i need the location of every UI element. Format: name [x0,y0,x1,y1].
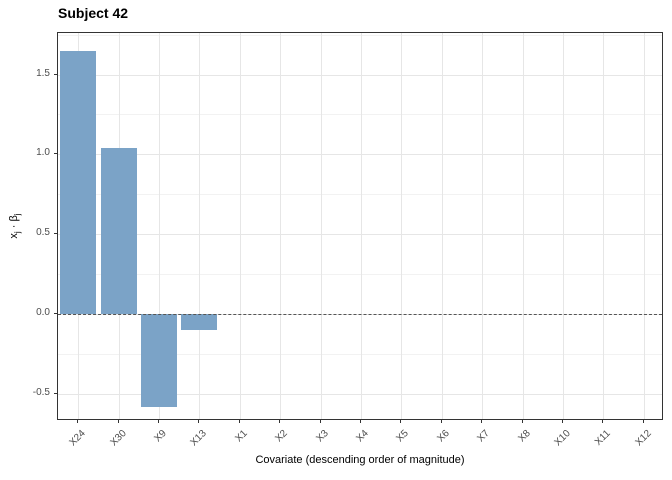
x-tick-label: X30 [108,428,129,449]
x-tick-label: X8 [515,428,533,445]
gridline-vertical [159,33,160,419]
gridline-major [58,154,662,156]
y-axis-title-part: j [13,213,22,216]
x-tick-label: X13 [188,428,210,449]
x-tick-label: X2 [273,428,290,445]
gridline-vertical [563,33,564,419]
x-tick-mark [440,420,442,423]
gridline-minor [58,114,662,116]
gridline-minor [58,194,662,196]
y-tick-label: 1.0 [36,147,50,159]
x-tick-label: X9 [152,428,169,445]
y-tick-mark [54,153,57,155]
x-tick-mark [238,420,240,423]
x-tick-mark [360,420,361,423]
x-tick-mark [481,420,483,423]
gridline-major [58,234,662,236]
x-tick-label: X12 [633,428,654,449]
bar-X24 [60,50,97,315]
gridline-vertical [482,33,484,419]
bar-X13 [181,314,218,330]
gridline-vertical [361,33,362,419]
gridline-vertical [320,33,322,419]
x-tick-label: X3 [313,428,331,445]
bar-X30 [100,148,137,315]
x-tick-label: X10 [552,428,573,449]
x-tick-label: X5 [394,428,412,445]
gridline-vertical [441,33,443,419]
x-tick-mark [602,420,604,423]
gridline-vertical [280,33,282,419]
x-tick-label: X24 [67,428,88,449]
plot-panel [57,32,663,420]
y-axis-title-part: · [8,221,20,232]
y-tick-label: 0.5 [36,227,50,239]
y-axis-title: xj · βj [8,213,22,238]
x-tick-mark [521,420,523,423]
y-tick-mark [54,233,57,235]
x-axis-title: Covariate (descending order of magnitude… [255,454,465,466]
gridline-minor [58,34,662,36]
bar-X9 [141,314,177,407]
gridline-vertical [603,33,605,419]
gridline-vertical [643,33,645,419]
y-tick-label: 0.0 [36,307,50,318]
x-tick-mark [562,420,563,423]
x-tick-label: X7 [475,428,492,445]
y-tick-label: 1.5 [36,67,50,79]
gridline-minor [58,353,662,355]
x-tick-mark [319,420,321,423]
plot-title: Subject 42 [58,5,129,21]
y-axis-title-part: x [8,233,20,239]
gridline-major [58,393,662,395]
x-tick-mark [400,420,402,423]
x-tick-label: X11 [593,428,614,448]
x-tick-mark [642,420,644,423]
x-tick-mark [158,420,159,423]
y-tick-label: -0.5 [32,386,50,398]
y-axis-title-part: β [8,215,20,222]
gridline-major [58,74,662,76]
x-tick-label: X6 [435,428,452,445]
x-tick-mark [77,420,79,423]
y-tick-mark [54,392,57,394]
gridline-minor [58,274,662,276]
y-tick-mark [54,313,57,314]
gridline-vertical [239,33,241,419]
zero-reference-line [58,314,662,315]
gridline-vertical [522,33,524,419]
x-tick-label: X4 [354,428,371,445]
x-tick-label: X1 [233,428,250,445]
x-tick-mark [117,420,119,423]
x-tick-mark [198,420,200,423]
gridline-vertical [199,33,201,419]
y-tick-mark [54,73,57,75]
gridline-vertical [401,33,403,419]
x-tick-mark [279,420,281,423]
